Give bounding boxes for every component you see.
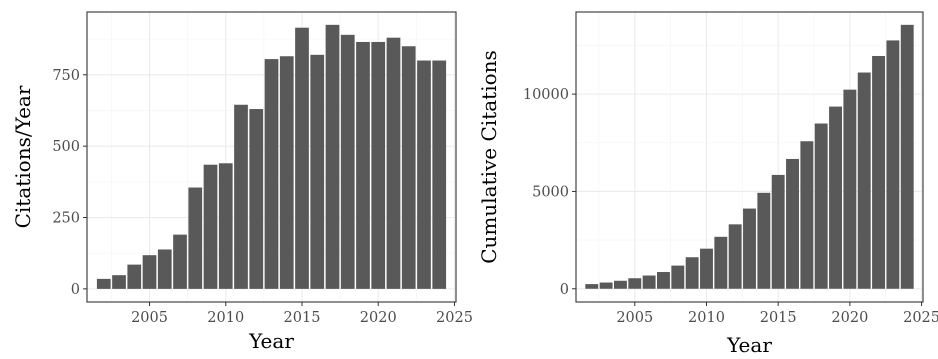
right-bar-2013 (743, 208, 756, 289)
left-bar-2024 (432, 60, 447, 289)
left-bar-2002 (96, 278, 111, 289)
right-bar-2009 (685, 257, 699, 289)
right-x-tick-label: 2025 (903, 310, 938, 326)
right-y-axis-title: Cumulative Citations (477, 50, 501, 264)
right-x-axis-title: Year (726, 333, 772, 357)
left-chart: 2005 2010 2015 2020 2025 0 250 500 750 Year Cita… (11, 11, 473, 353)
left-bar-2023 (417, 60, 431, 289)
right-bar-2003 (599, 282, 613, 289)
left-bar-2004 (127, 264, 142, 289)
left-y-axis-title: Citations/Year (11, 85, 35, 228)
right-bar-2017 (800, 141, 814, 289)
left-bar-2011 (234, 104, 248, 289)
left-x-tick-label: 2005 (131, 310, 168, 326)
left-y-tick-label: 500 (52, 139, 80, 155)
left-bar-2016 (310, 54, 325, 289)
left-bar-2008 (188, 187, 203, 289)
left-x-tick-label: 2010 (207, 310, 244, 326)
right-bar-2008 (671, 265, 685, 289)
left-bar-2017 (325, 24, 340, 289)
right-bar-2019 (829, 106, 842, 289)
left-y-tick-label: 750 (52, 68, 80, 84)
left-y-tick-label: 0 (71, 282, 80, 298)
right-x-tick-label: 2020 (831, 310, 868, 326)
left-bar-2018 (340, 34, 355, 289)
left-bar-2014 (279, 56, 294, 289)
right-x-tick-label: 2005 (616, 310, 653, 326)
right-bar-2012 (728, 224, 742, 289)
left-bar-2003 (112, 275, 126, 289)
left-bar-2010 (218, 163, 233, 289)
left-x-tick-label: 2020 (360, 310, 397, 326)
left-ticks: 2005 2010 2015 2020 2025 0 250 500 750 (52, 68, 473, 326)
left-bar-2019 (356, 41, 370, 289)
left-bar-2022 (401, 46, 416, 289)
right-y-tick-label: 0 (560, 282, 569, 298)
right-bar-2015 (771, 174, 785, 289)
left-bar-2020 (371, 41, 386, 289)
left-bar-2021 (386, 37, 401, 289)
right-bar-2020 (843, 89, 857, 289)
right-y-tick-label: 5000 (532, 184, 569, 200)
right-bar-2007 (657, 272, 670, 289)
right-bar-2002 (585, 284, 599, 289)
left-bar-2006 (157, 249, 172, 289)
right-bar-2006 (642, 275, 656, 289)
right-panel-border (575, 11, 924, 303)
right-bar-2021 (857, 72, 871, 289)
left-bar-2012 (249, 109, 264, 289)
left-bars (96, 24, 447, 289)
right-chart: 2005 2010 2015 2020 2025 0 5000 10000 Year Cumu… (477, 11, 938, 357)
right-bar-2010 (700, 248, 713, 289)
right-bar-2018 (814, 123, 828, 289)
right-bar-2014 (757, 192, 771, 289)
right-bar-2022 (872, 55, 886, 289)
right-bar-2016 (786, 158, 799, 289)
left-x-tick-label: 2025 (436, 310, 473, 326)
left-y-tick-label: 250 (52, 211, 80, 227)
right-bar-2023 (886, 40, 900, 289)
right-bar-2004 (613, 280, 627, 289)
left-bar-2009 (203, 164, 218, 289)
right-bar-2011 (714, 236, 728, 289)
left-bar-2007 (173, 234, 187, 289)
right-y-tick-label: 10000 (523, 87, 569, 103)
left-x-axis-title: Year (248, 329, 294, 353)
right-ticks: 2005 2010 2015 2020 2025 0 5000 10000 (523, 87, 938, 326)
right-bar-2024 (900, 24, 914, 289)
right-bars (585, 24, 914, 289)
left-x-tick-label: 2015 (284, 310, 321, 326)
left-panel-border (86, 11, 457, 303)
left-bar-2005 (142, 255, 157, 289)
left-bar-2015 (295, 27, 309, 289)
left-bar-2013 (264, 59, 279, 289)
right-x-tick-label: 2015 (760, 310, 797, 326)
right-x-tick-label: 2010 (688, 310, 725, 326)
right-bar-2005 (628, 278, 642, 289)
